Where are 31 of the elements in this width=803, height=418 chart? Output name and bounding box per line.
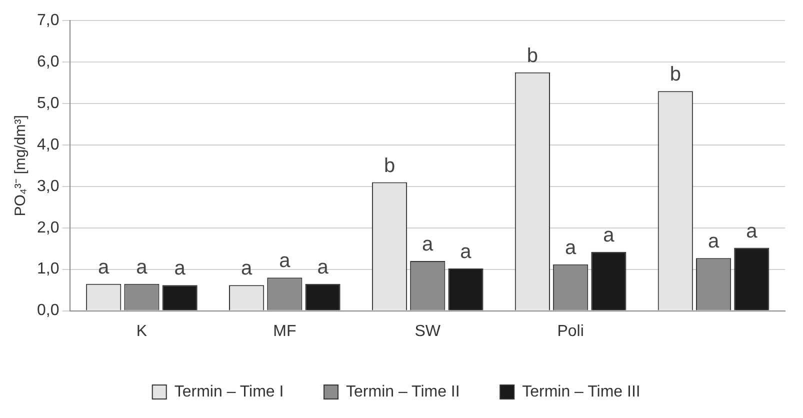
data-label: a [746,220,758,242]
y-tick-label: 3,0 [36,178,60,195]
y-tick-label: 4,0 [36,136,60,154]
data-label: b [384,154,396,177]
x-tick-label: K [136,322,148,340]
data-label: a [460,241,472,264]
data-label: a [279,250,292,272]
legend-label: Termin – Time III [522,383,640,400]
y-tick-label: 1,0 [36,260,60,278]
y-tick-label: 0,0 [36,302,60,320]
data-label: a [603,224,616,246]
data-label: b [670,64,681,86]
y-tick-label: 6,0 [36,53,60,70]
data-label: a [565,236,578,259]
data-label: b [526,44,538,67]
y-tick-label: 5,0 [36,94,60,112]
y-tick-label: 7,0 [36,12,60,30]
x-tick-label: SW [414,322,442,340]
data-label: a [422,234,434,256]
data-label: a [136,256,148,278]
data-label: a [240,258,253,280]
y-axis-title: PO₄³⁻ [mg/dm³] [12,115,30,216]
x-tick-label: Poli [557,322,584,340]
y-tick-label: 2,0 [36,219,60,236]
legend-label: Termin – Time I [174,383,284,400]
data-label: a [317,256,330,278]
data-label: a [708,230,720,253]
data-label: a [98,256,110,278]
x-tick-label: MF [273,322,296,340]
legend-label: Termin – Time II [346,383,460,400]
data-label: a [174,258,186,280]
